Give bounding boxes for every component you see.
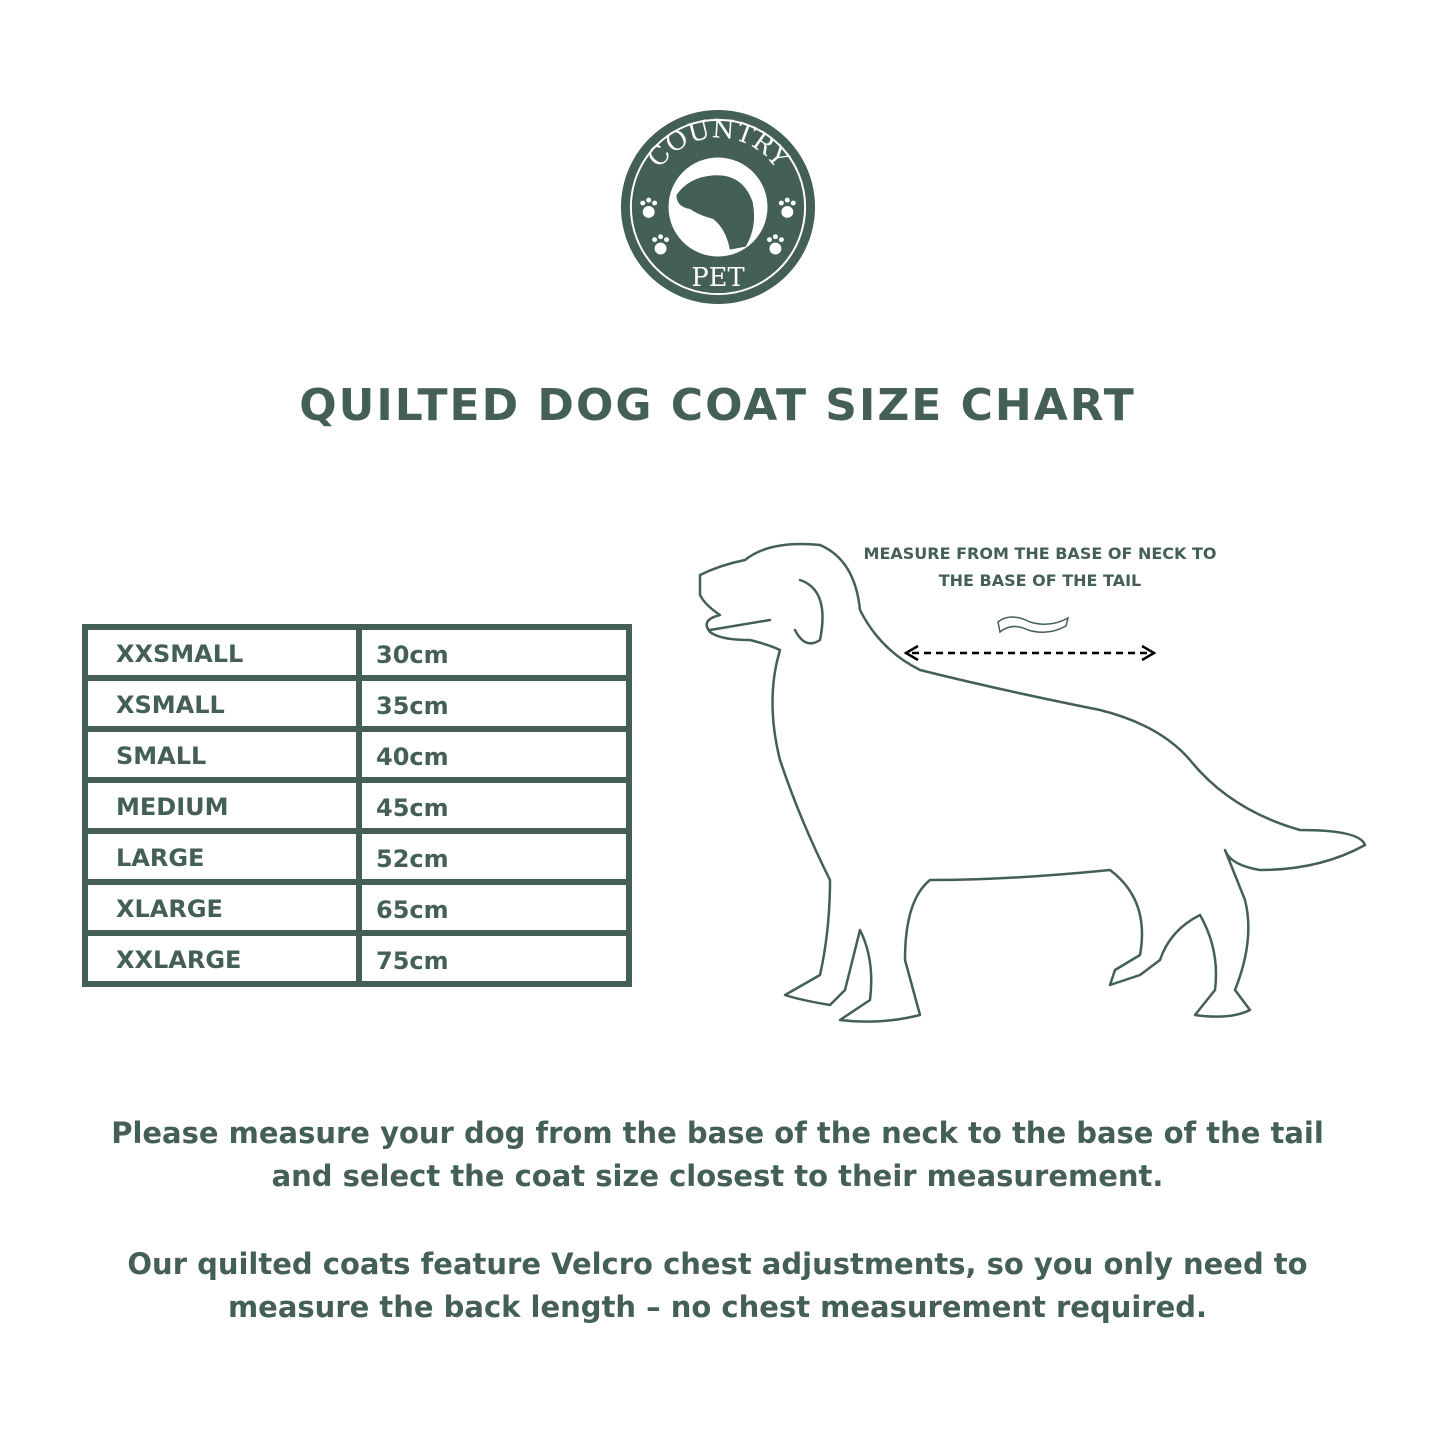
measure-line-2: THE BASE OF THE TAIL — [938, 571, 1142, 590]
instruction-line: and select the coat size closest to thei… — [271, 1159, 1164, 1193]
size-table: XXSMALL 30cm XSMALL 35cm SMALL 40cm MEDIUM 4… — [82, 624, 632, 987]
table-row: XXLARGE 75cm — [82, 930, 632, 987]
table-row: XSMALL 35cm — [82, 675, 632, 732]
size-length: 65cm — [356, 879, 632, 936]
size-label: SMALL — [82, 726, 362, 783]
measure-instruction: MEASURE FROM THE BASE OF NECK TO THE BAS… — [850, 540, 1230, 594]
size-length: 45cm — [356, 777, 632, 834]
measure-line-1: MEASURE FROM THE BASE OF NECK TO — [863, 544, 1217, 563]
size-length: 75cm — [356, 930, 632, 987]
table-row: MEDIUM 45cm — [82, 777, 632, 834]
instruction-line: measure the back length – no chest measu… — [227, 1290, 1208, 1324]
size-length: 52cm — [356, 828, 632, 885]
size-length: 35cm — [356, 675, 632, 732]
size-length: 30cm — [356, 624, 632, 681]
instruction-paragraph-2: Our quilted coats feature Velcro chest a… — [0, 1243, 1435, 1329]
table-row: SMALL 40cm — [82, 726, 632, 783]
table-row: XXSMALL 30cm — [82, 624, 632, 681]
instruction-line: Our quilted coats feature Velcro chest a… — [127, 1247, 1308, 1281]
size-label: LARGE — [82, 828, 362, 885]
instruction-line: Please measure your dog from the base of… — [111, 1116, 1324, 1150]
dog-illustration — [698, 542, 1367, 1023]
size-label: XSMALL — [82, 675, 362, 732]
size-length: 40cm — [356, 726, 632, 783]
measuring-tape-icon — [997, 616, 1070, 634]
page-title: QUILTED DOG COAT SIZE CHART — [299, 380, 1136, 431]
table-row: LARGE 52cm — [82, 828, 632, 885]
size-label: XXSMALL — [82, 624, 362, 681]
size-label: MEDIUM — [82, 777, 362, 834]
country-pet-logo: COUNTRY PET — [620, 109, 816, 305]
size-label: XLARGE — [82, 879, 362, 936]
size-label: XXLARGE — [82, 930, 362, 987]
instruction-paragraph-1: Please measure your dog from the base of… — [0, 1112, 1435, 1198]
table-row: XLARGE 65cm — [82, 879, 632, 936]
measure-arrow — [903, 644, 1157, 662]
svg-text:PET: PET — [691, 263, 744, 293]
